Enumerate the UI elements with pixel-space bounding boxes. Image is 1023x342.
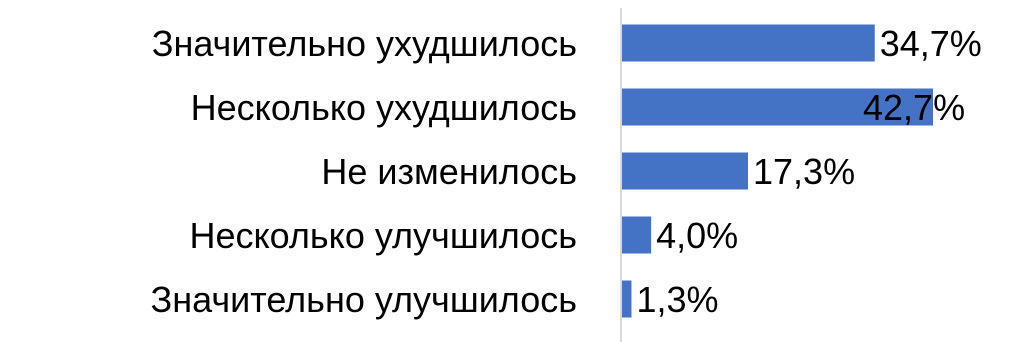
bar-1	[622, 88, 933, 126]
category-labels: Значительно ухудшилось Несколько ухудшило…	[151, 23, 577, 320]
bar-3	[622, 216, 652, 254]
category-label: Значительно ухудшилось	[152, 23, 577, 64]
category-label: Значительно улучшилось	[151, 279, 577, 320]
value-label: 1,3%	[636, 279, 718, 320]
value-labels: 34,7% 42,7%17,3% 4,0% 1,3%	[636, 23, 981, 320]
bar-0	[622, 24, 875, 62]
category-label: Несколько улучшилось	[190, 215, 578, 256]
bar-4	[622, 280, 632, 318]
bars-layer	[622, 24, 933, 318]
bar-2	[622, 152, 749, 190]
category-label: Не изменилось	[321, 151, 577, 192]
category-label: Несколько ухудшилось	[191, 87, 577, 128]
value-label: 34,7%	[880, 23, 982, 64]
value-label: 42,7%	[863, 87, 965, 128]
value-label: 17,3%	[753, 151, 855, 192]
value-label: 4,0%	[656, 215, 738, 256]
